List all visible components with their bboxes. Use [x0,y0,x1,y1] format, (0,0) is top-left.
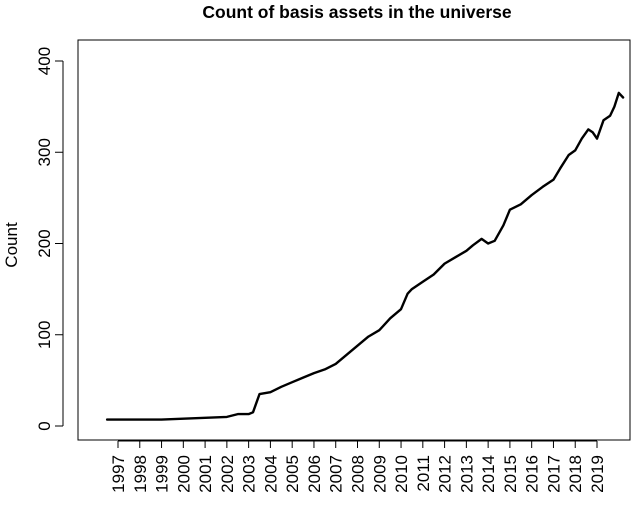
x-tick-label: 2010 [392,455,411,493]
series-layer [105,91,625,421]
x-tick-label: 1997 [109,455,128,493]
x-tick-label: 2004 [261,455,280,493]
x-tick-label: 2007 [327,455,346,493]
x-axis: 1997 1998 1999 2000 2001 2002 2003 2004 2005 2006… [109,440,607,493]
y-tick-label: 200 [35,229,54,257]
y-tick-label: 100 [35,321,54,349]
x-tick-label: 2009 [370,455,389,493]
x-tick-label: 2002 [218,455,237,493]
x-tick-label: 2008 [349,455,368,493]
y-tick-label: 0 [35,421,54,430]
x-tick-label: 2019 [588,455,607,493]
x-tick-label: 2018 [566,455,585,493]
plot-frame [77,39,631,441]
x-tick-label: 2017 [544,455,563,493]
chart-title: Count of basis assets in the universe [202,2,512,22]
x-tick-label: 2013 [457,455,476,493]
x-tick-label: 2011 [414,455,433,492]
y-axis-label: Count [2,222,21,268]
x-tick-label: 2005 [283,455,302,493]
x-tick-label: 2003 [240,455,259,493]
x-tick-label: 1998 [131,455,150,493]
y-axis: 0 100 200 300 400 [35,47,64,431]
y-tick-label: 300 [35,138,54,166]
x-tick-label: 2001 [196,455,215,493]
x-tick-label: 2014 [479,455,498,493]
series-line [105,91,625,421]
x-tick-label: 2015 [501,455,520,493]
x-tick-label: 2006 [305,455,324,493]
x-tick-label: 2016 [523,455,542,493]
x-tick-label: 1999 [153,455,172,493]
x-tick-label: 2000 [174,455,193,493]
y-tick-label: 400 [35,47,54,75]
x-tick-label: 2012 [436,455,455,493]
